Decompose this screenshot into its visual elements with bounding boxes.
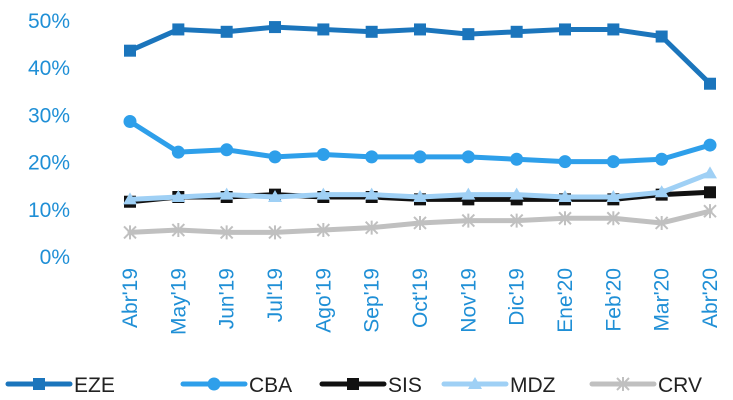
x-tick-label: Jun'19: [216, 268, 239, 329]
legend-label-cba: CBA: [249, 374, 292, 397]
data-point-crv: [509, 213, 524, 228]
data-point-sis: [704, 186, 716, 199]
legend: EZE CBA SIS MDZ CRV: [5, 374, 702, 397]
data-point-crv: [703, 204, 717, 219]
data-point-cba: [171, 145, 185, 159]
data-point-crv: [219, 225, 234, 240]
data-point-mdz: [316, 187, 331, 200]
data-point-cba: [316, 148, 330, 162]
data-point-cba: [655, 152, 669, 166]
data-point-cba: [510, 152, 524, 166]
data-point-cba: [606, 155, 620, 169]
data-point-eze: [510, 25, 523, 38]
x-tick-label: Feb'20: [602, 268, 625, 332]
legend-item-eze: EZE: [5, 374, 115, 397]
y-tick-label: 30%: [28, 104, 70, 127]
data-point-crv: [268, 225, 282, 240]
data-point-eze: [414, 23, 426, 36]
legend-label-eze: EZE: [74, 374, 115, 397]
data-point-cba: [268, 150, 282, 164]
data-point-mdz: [219, 187, 234, 200]
y-tick-label: 20%: [28, 152, 70, 175]
data-point-eze: [269, 21, 281, 34]
data-point-cba: [413, 150, 427, 164]
series-cba: [123, 114, 717, 169]
data-point-mdz: [509, 187, 524, 200]
data-point-crv: [123, 225, 137, 240]
data-point-crv: [558, 211, 572, 226]
x-tick-label: Nov'19: [457, 268, 480, 333]
data-point-mdz: [123, 192, 137, 205]
data-point-eze: [607, 23, 620, 36]
data-point-eze: [559, 23, 571, 36]
data-point-crv: [413, 215, 427, 230]
data-point-eze: [317, 23, 330, 36]
x-tick-label: Dic'19: [506, 268, 529, 326]
y-axis: 0% 10% 20% 30% 40% 50%: [28, 10, 70, 269]
data-point-mdz: [171, 190, 186, 202]
legend-item-crv: CRV: [589, 374, 702, 397]
data-point-cba: [461, 150, 475, 164]
legend-label-sis: SIS: [388, 374, 422, 397]
legend-marker-cba: [207, 377, 221, 391]
data-point-crv: [654, 215, 669, 230]
data-point-mdz: [606, 190, 621, 202]
x-tick-label: Mar'20: [651, 268, 674, 332]
data-point-crv: [364, 220, 379, 235]
data-point-mdz: [364, 187, 379, 200]
data-point-eze: [655, 30, 668, 43]
x-tick-label: Ene'20: [554, 268, 577, 333]
x-tick-label: Abr'19: [119, 268, 142, 328]
x-tick-label: May'19: [167, 268, 190, 335]
x-tick-label: Jul'19: [264, 268, 287, 322]
x-tick-label: Sep'19: [361, 268, 384, 333]
data-point-cba: [365, 150, 379, 164]
legend-label-mdz: MDZ: [510, 374, 556, 397]
data-point-eze: [704, 77, 716, 90]
data-point-mdz: [413, 190, 427, 202]
data-point-mdz: [703, 166, 717, 179]
series-eze: [124, 21, 716, 90]
legend-marker-sis: [347, 378, 359, 390]
legend-marker-mdz: [468, 377, 482, 389]
legend-marker-crv: [616, 377, 630, 391]
legend-item-mdz: MDZ: [441, 374, 556, 397]
data-point-crv: [461, 213, 476, 228]
data-point-eze: [462, 28, 475, 41]
data-point-crv: [171, 223, 186, 238]
data-point-eze: [172, 23, 185, 36]
legend-marker-eze: [33, 378, 45, 390]
y-tick-label: 0%: [40, 246, 70, 269]
series-line-eze: [127, 24, 713, 87]
data-point-eze: [124, 44, 136, 57]
y-tick-label: 50%: [28, 10, 70, 33]
data-point-crv: [606, 211, 621, 226]
series-mdz: [123, 166, 717, 205]
data-point-cba: [220, 143, 234, 157]
data-point-eze: [220, 25, 233, 38]
series-crv: [123, 204, 717, 240]
y-tick-label: 10%: [28, 199, 70, 222]
data-point-mdz: [461, 187, 476, 200]
legend-item-sis: SIS: [319, 374, 422, 397]
data-point-cba: [123, 114, 137, 128]
data-point-crv: [316, 223, 331, 238]
data-point-eze: [365, 25, 378, 38]
x-axis: Abr'19 May'19 Jun'19 Jul'19 Ago'19 Sep'19 Oct'…: [119, 268, 722, 335]
data-point-mdz: [268, 190, 282, 202]
x-tick-label: Oct'19: [409, 268, 432, 328]
data-point-mdz: [654, 185, 669, 198]
legend-item-cba: CBA: [180, 374, 292, 397]
plot-area: [123, 21, 717, 240]
y-tick-label: 40%: [28, 57, 70, 80]
data-point-mdz: [558, 190, 572, 202]
data-point-cba: [703, 138, 717, 152]
legend-label-crv: CRV: [658, 374, 702, 397]
x-tick-label: Abr'20: [699, 268, 722, 328]
data-point-cba: [558, 155, 572, 169]
x-tick-label: Ago'19: [312, 268, 335, 333]
